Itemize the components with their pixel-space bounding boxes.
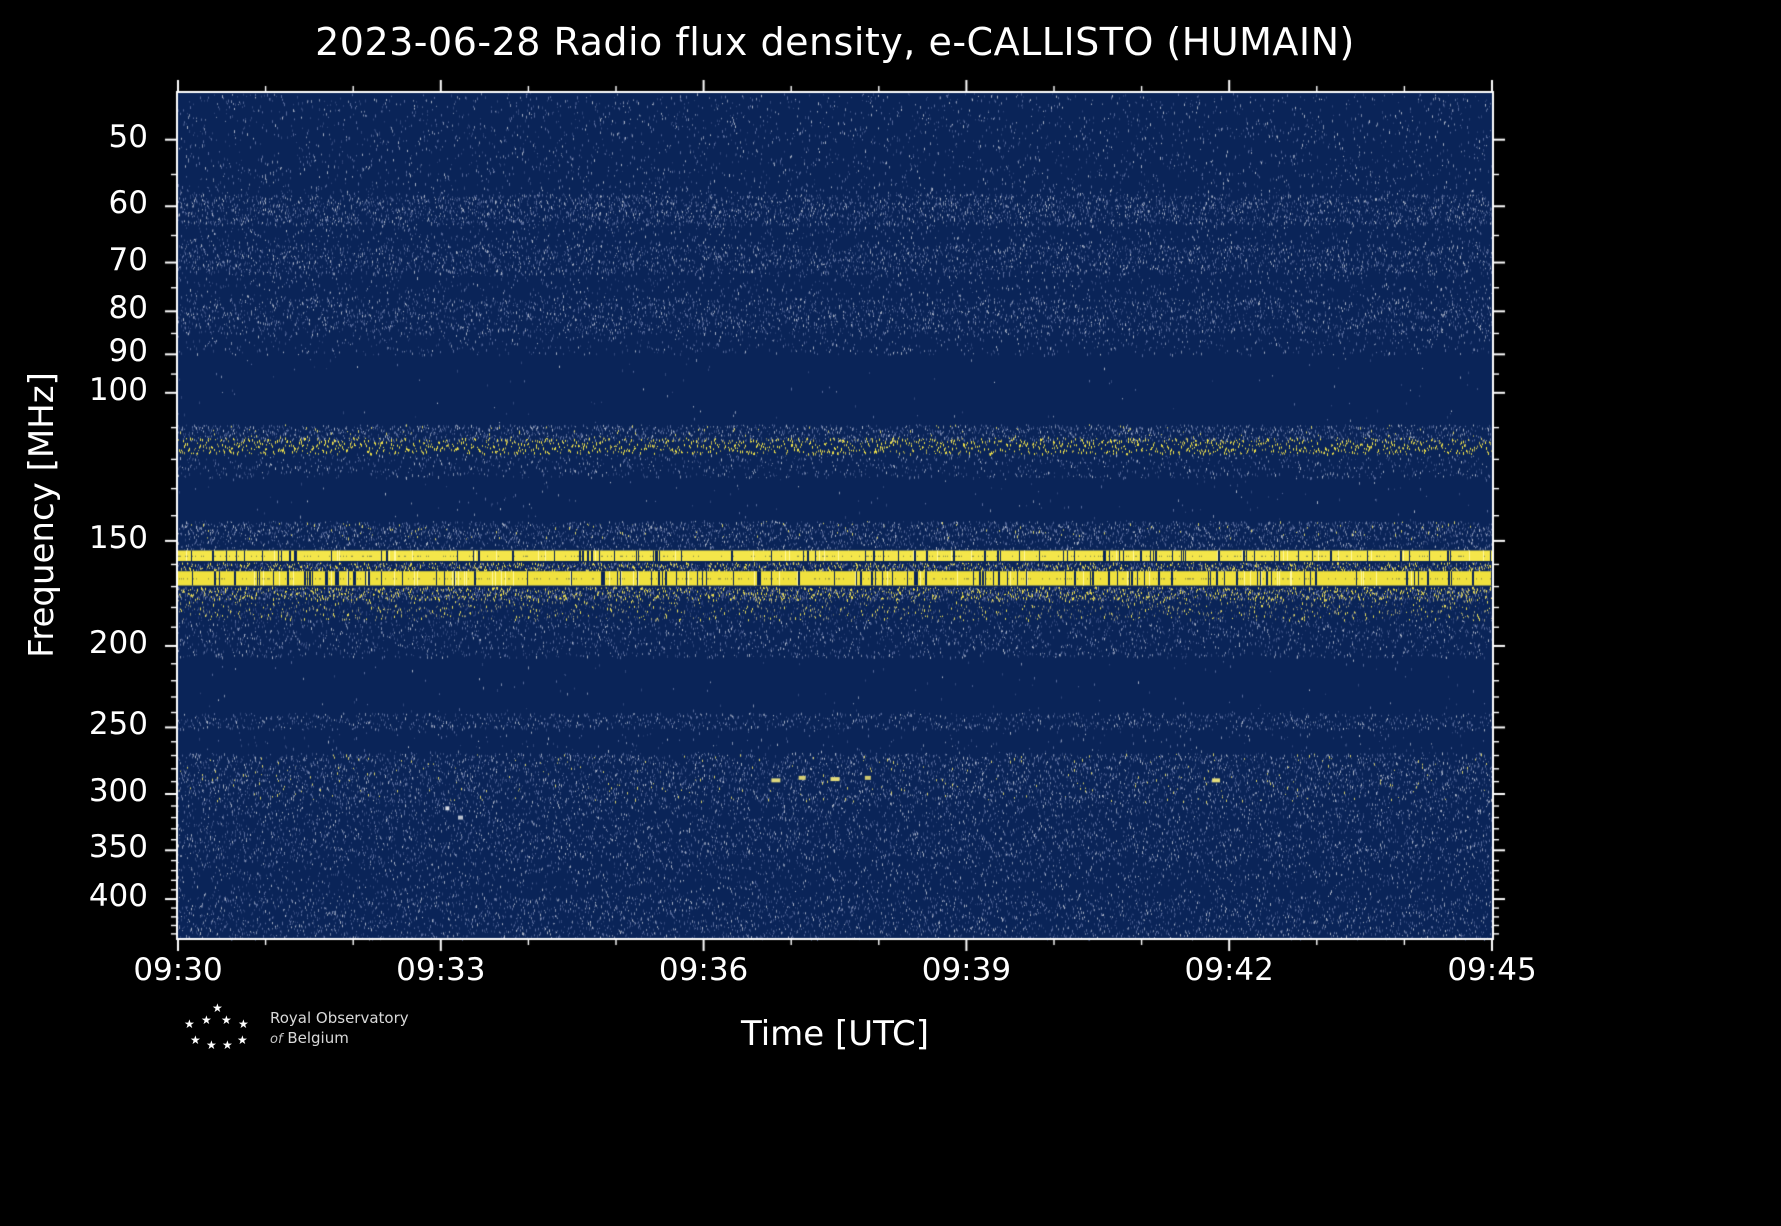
y-tick-label: 90: [108, 333, 148, 370]
y-tick-label: 100: [88, 371, 148, 408]
y-tick-labels: 50 60 70 80 90 100 150 200 250 300 350 400: [0, 0, 160, 1226]
logo-line1: Royal Observatory: [270, 1009, 409, 1028]
y-tick-label: 300: [88, 773, 148, 809]
star-cluster-icon: ★ ★ ★ ★ ★ ★ ★ ★ ★: [182, 1002, 254, 1056]
star-icon: ★: [237, 1033, 248, 1047]
star-icon: ★: [206, 1038, 217, 1052]
star-icon: ★: [221, 1013, 232, 1027]
x-tick-label: 09:33: [396, 952, 486, 988]
y-tick-label: 80: [108, 290, 148, 327]
y-tick-label: 50: [108, 118, 148, 155]
x-tick-label: 09:45: [1447, 952, 1537, 988]
y-tick-label: 60: [108, 185, 148, 222]
observatory-logo: ★ ★ ★ ★ ★ ★ ★ ★ ★ Royal Observatory of Belgium: [182, 1002, 409, 1056]
y-tick-label: 350: [88, 829, 148, 866]
x-tick-label: 09:36: [658, 952, 749, 988]
x-tick-label: 09:39: [921, 952, 1012, 988]
x-axis-label: Time [UTC]: [741, 1014, 929, 1054]
star-icon: ★: [190, 1033, 201, 1047]
y-tick-label: 200: [88, 624, 148, 661]
y-tick-label: 400: [88, 878, 148, 915]
x-tick-label: 09:42: [1184, 952, 1274, 988]
star-icon: ★: [184, 1017, 195, 1031]
logo-line2: of Belgium: [270, 1028, 349, 1047]
star-icon: ★: [222, 1038, 233, 1052]
star-icon: ★: [212, 1001, 223, 1015]
y-tick-label: 150: [88, 519, 148, 556]
x-tick-label: 09:30: [133, 952, 223, 988]
observatory-logo-text: Royal Observatory of Belgium: [270, 1009, 409, 1048]
y-tick-label: 250: [88, 706, 148, 743]
star-icon: ★: [238, 1017, 249, 1031]
chart-title: 2023-06-28 Radio flux density, e-CALLIST…: [315, 20, 1355, 64]
star-icon: ★: [201, 1013, 212, 1027]
y-tick-label: 70: [108, 241, 148, 278]
